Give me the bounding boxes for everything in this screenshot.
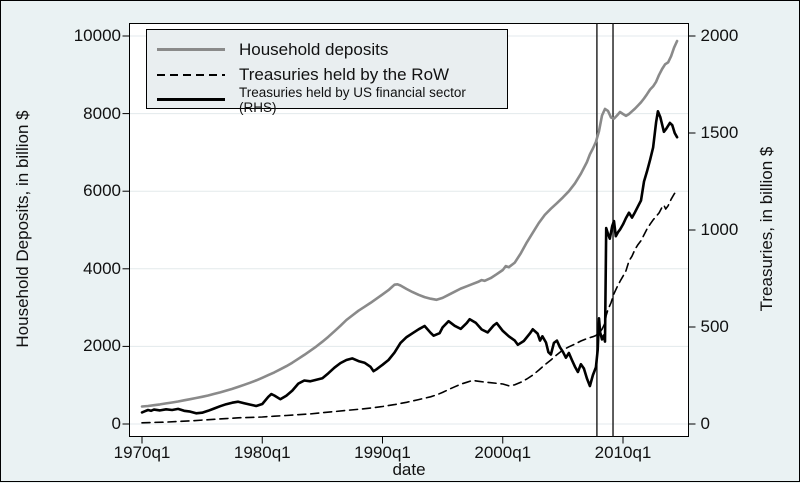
x-tick-label: 1980q1 bbox=[233, 443, 291, 462]
y-left-tick-label: 0 bbox=[111, 414, 121, 433]
black-solid-line-sample bbox=[157, 98, 225, 101]
series-treasuries-held-by-us-financial-sector-rhs- bbox=[140, 110, 679, 415]
series-household-deposits bbox=[140, 39, 679, 408]
legend-entry-household-deposits: Household deposits bbox=[157, 37, 507, 62]
y-left-tick-label: 8000 bbox=[83, 103, 121, 123]
x-tick-label: 2010q1 bbox=[594, 443, 652, 462]
series-treasuries-held-by-the-row bbox=[141, 189, 678, 424]
legend-entry-us-financial-treasuries: Treasuries held by US financial sector (… bbox=[157, 84, 507, 115]
y-right-tick-label: 500 bbox=[700, 317, 729, 336]
legend-label: Treasuries held by the RoW bbox=[239, 64, 450, 84]
x-tick-label: 2000q1 bbox=[474, 443, 532, 462]
legend: Household deposits Treasuries held by th… bbox=[146, 29, 508, 115]
y-left-tick-label: 10000 bbox=[73, 26, 121, 45]
y-left-tick-label: 4000 bbox=[83, 258, 121, 278]
legend-entry-row-treasuries: Treasuries held by the RoW bbox=[157, 62, 507, 87]
y-left-tick-label: 6000 bbox=[83, 181, 121, 201]
y-axis-right-title: Treasuries, in billion $ bbox=[757, 146, 776, 312]
legend-label: Household deposits bbox=[239, 39, 389, 59]
legend-label: Treasuries held by US financial sector (… bbox=[239, 84, 466, 115]
gray-solid-line-sample bbox=[157, 48, 225, 51]
x-tick-label: 1970q1 bbox=[113, 443, 171, 462]
black-dashed-line-sample bbox=[157, 73, 225, 76]
y-axis-left-title: Household Deposits, in billion $ bbox=[13, 110, 32, 348]
y-right-tick-label: 1500 bbox=[700, 123, 739, 142]
y-right-tick-label: 1000 bbox=[700, 220, 739, 239]
y-right-tick-label: 0 bbox=[700, 414, 710, 433]
x-tick-label: 1990q1 bbox=[354, 443, 411, 462]
y-left-tick-label: 2000 bbox=[83, 336, 121, 356]
y-right-tick-label: 2000 bbox=[700, 26, 739, 45]
x-axis-title: date bbox=[392, 460, 426, 479]
